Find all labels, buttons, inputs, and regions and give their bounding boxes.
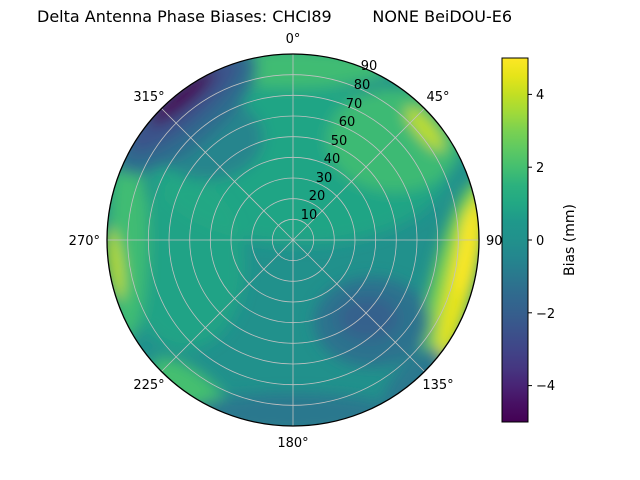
colorbar-tick-4: 4	[536, 88, 544, 103]
colorbar-tick-0: 0	[536, 234, 544, 249]
colorbar-tick-n4: −4	[536, 379, 555, 394]
colorbar-tick-n2: −2	[536, 307, 555, 322]
radial-label-90: 90	[361, 59, 378, 74]
colorbar: 4 2 0 −2 −4 Bias (mm)	[501, 57, 578, 423]
colorbar-axis-label: Bias (mm)	[562, 204, 578, 276]
colorbar-gradient	[501, 57, 529, 423]
chart-title: Delta Antenna Phase Biases: CHCI89 NONE …	[37, 7, 513, 26]
colorbar-tick-2: 2	[536, 161, 544, 176]
azimuth-label-135: 135°	[422, 378, 453, 393]
radial-label-10: 10	[301, 208, 318, 223]
polar-grid	[107, 54, 479, 426]
azimuth-label-270: 270°	[69, 234, 100, 249]
radial-label-20: 20	[309, 189, 326, 204]
radial-label-80: 80	[354, 78, 371, 93]
colorbar-tick-labels: 4 2 0 −2 −4	[536, 88, 555, 394]
radial-label-50: 50	[331, 134, 348, 149]
azimuth-label-315: 315°	[133, 90, 164, 105]
radial-label-70: 70	[346, 97, 363, 112]
azimuth-label-225: 225°	[133, 378, 164, 393]
colorbar-tick-marks	[528, 93, 532, 387]
azimuth-label-45: 45°	[426, 90, 449, 105]
radial-labels: 10 20 30 40 50 60 70 80 90	[301, 59, 378, 223]
polar-outline	[106, 53, 480, 427]
radial-label-40: 40	[324, 152, 341, 167]
azimuth-label-0: 0°	[286, 32, 301, 47]
azimuth-label-180: 180°	[277, 436, 308, 451]
radial-label-60: 60	[339, 115, 356, 130]
radial-label-30: 30	[316, 171, 333, 186]
